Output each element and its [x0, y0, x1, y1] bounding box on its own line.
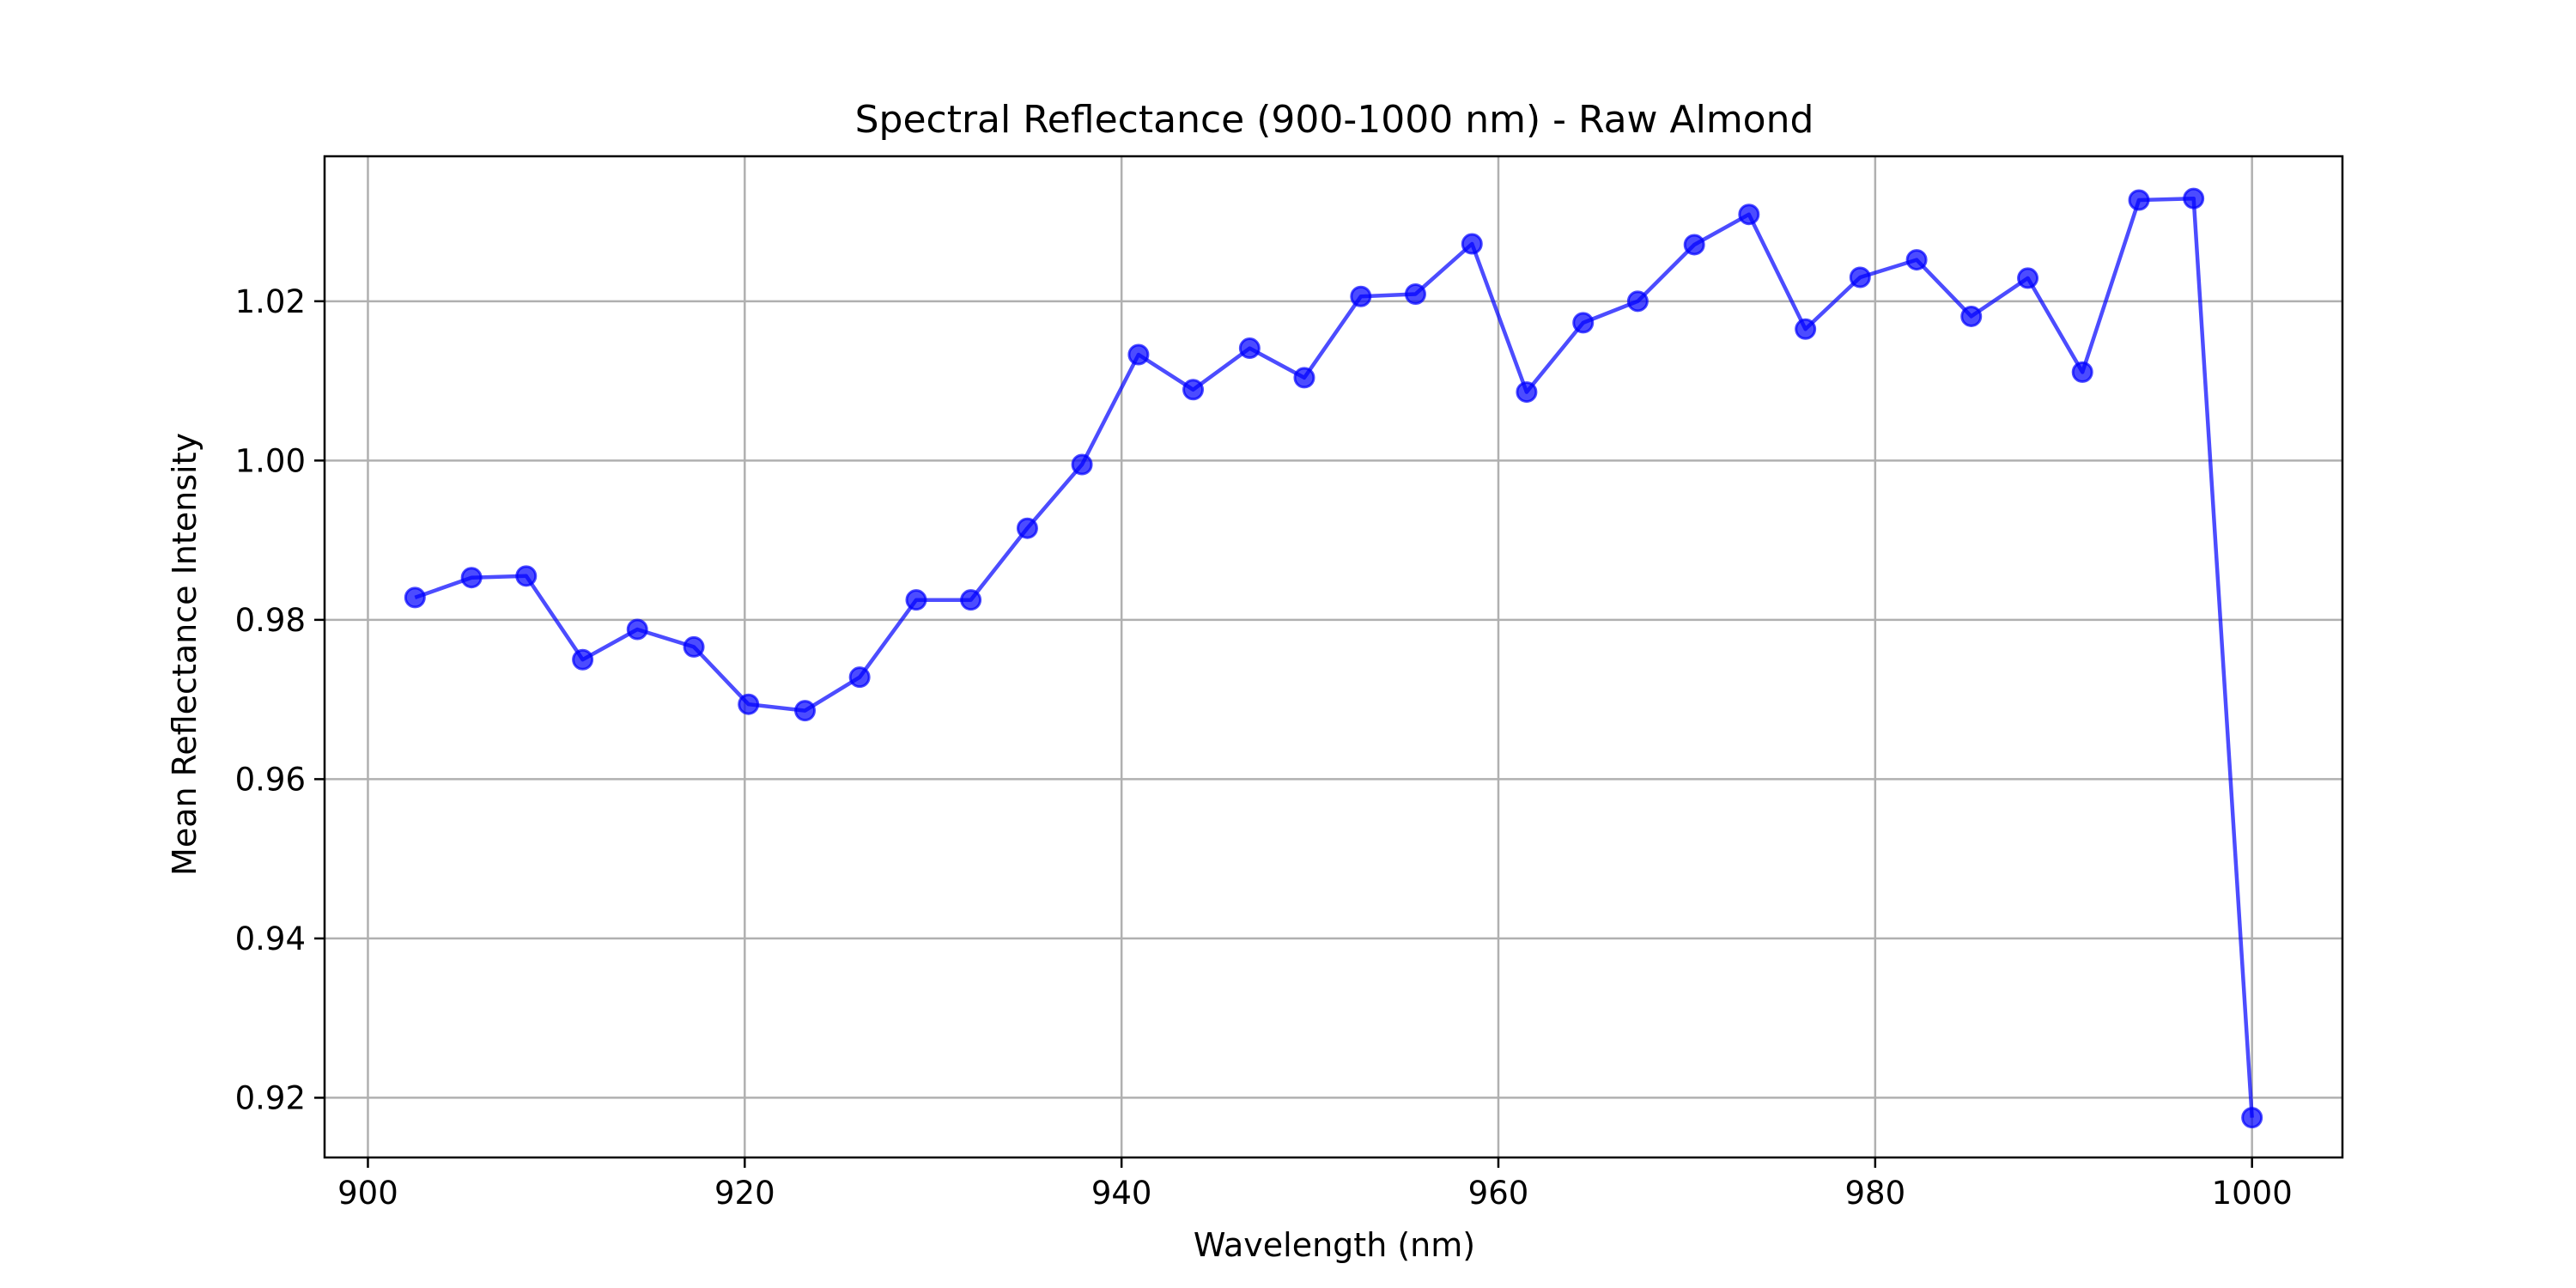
data-point [1516, 381, 1538, 404]
axis-ticks: 900 920 940 960 980 1000 0.92 0.94 0.96 0.98 1.00 1… [235, 283, 2293, 1212]
x-axis-label: Wavelength (nm) [1194, 1226, 1475, 1264]
x-tick-label: 980 [1845, 1175, 1906, 1212]
data-point [960, 589, 982, 611]
plot-area-frame [323, 155, 2344, 1159]
data-point [2071, 361, 2093, 383]
data-point [572, 648, 594, 671]
data-point [683, 635, 705, 658]
data-point [1905, 249, 1928, 271]
y-tick-label: 0.96 [235, 761, 306, 798]
data-point [1293, 367, 1315, 389]
x-tick-label: 920 [714, 1175, 775, 1212]
data-point [1127, 343, 1150, 366]
data-point [2128, 189, 2150, 211]
data-point [515, 565, 538, 587]
y-axis-label: Mean Reflectance Intensity [166, 433, 204, 876]
data-point [1795, 318, 1817, 340]
data-point [2241, 1107, 2263, 1129]
data-point [460, 567, 483, 589]
x-tick-label: 960 [1468, 1175, 1529, 1212]
y-tick-label: 1.00 [235, 442, 306, 479]
data-point [1738, 204, 1760, 226]
data-point [626, 618, 648, 641]
x-tick-label: 940 [1091, 1175, 1152, 1212]
data-point [1960, 305, 1983, 327]
y-tick-label: 0.92 [235, 1079, 306, 1116]
data-point [2183, 187, 2205, 210]
data-point [794, 700, 817, 722]
data-point [1350, 285, 1372, 307]
data-point [1461, 233, 1483, 255]
x-tick-label: 1000 [2212, 1175, 2293, 1212]
y-tick-label: 0.98 [235, 602, 306, 639]
data-point [1071, 453, 1093, 476]
data-point [1626, 290, 1649, 313]
chart-title: Spectral Reflectance (900-1000 nm) - Raw… [855, 98, 1814, 142]
y-tick-label: 0.94 [235, 920, 306, 957]
x-tick-label: 900 [337, 1175, 398, 1212]
data-point [1182, 379, 1205, 401]
grid-lines [325, 156, 2342, 1157]
data-point [1016, 517, 1038, 539]
y-tick-label: 1.02 [235, 283, 306, 320]
data-point [2017, 267, 2039, 289]
series-line [414, 196, 2254, 1118]
data-point [738, 693, 760, 715]
data-series [404, 187, 2263, 1129]
data-point [905, 589, 927, 611]
data-point [1238, 337, 1261, 360]
data-point [1404, 283, 1426, 305]
data-point [1572, 312, 1595, 334]
data-point [848, 666, 871, 689]
data-point [1683, 234, 1705, 256]
data-point [404, 586, 426, 609]
data-point [1849, 266, 1871, 289]
